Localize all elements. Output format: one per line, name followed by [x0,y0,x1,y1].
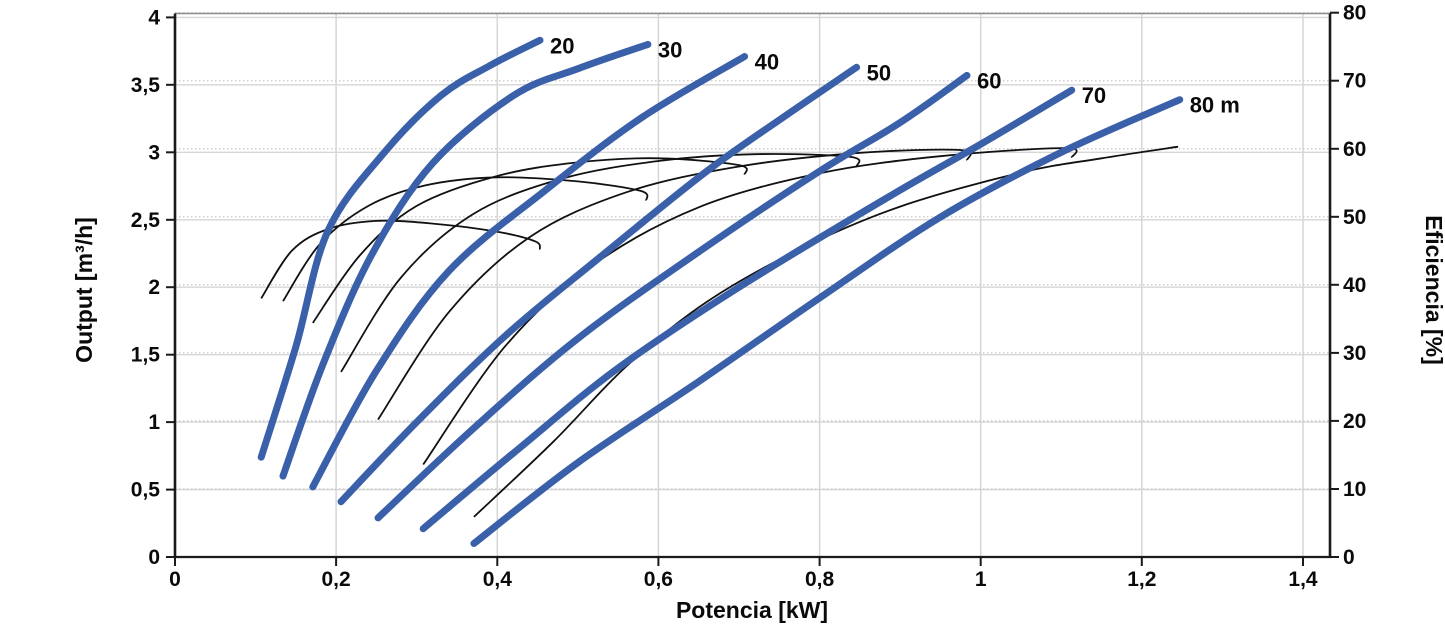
x-tick-label: 0,2 [321,568,350,591]
y-left-tick-label: 3 [148,141,160,164]
head-curves [257,36,1184,547]
y-left-tick-label: 2 [148,276,160,299]
x-tick-label: 0,8 [805,568,835,591]
head-70-curve [419,86,1076,533]
x-axis-title: Potencia [kW] [676,597,828,623]
head-60-label: 60 [977,68,1001,93]
gridlines [175,11,1330,557]
curve-labels: 20 30 40 50 60 70 80 m [550,33,1240,117]
y-left-tick-label: 0 [148,546,160,569]
y-right-tick-label: 40 [1343,274,1366,297]
y-left-tick-label: 1,5 [131,344,161,367]
head-20-curve [257,36,544,461]
head-80-label: 80 m [1190,93,1240,118]
y-left-tick-label: 2,5 [131,209,161,232]
efficiency-40-curve [312,157,748,324]
tick-labels: 0 0,2 0,4 0,6 0,8 1 1,2 1,400,511,522,533,54010… [131,2,1367,591]
head-80-curve [470,96,1184,547]
y-right-tick-label: 80 [1343,2,1366,25]
y-left-tick-label: 0,5 [131,479,161,502]
efficiency-20-curve [260,219,541,299]
y-right-tick-label: 10 [1343,478,1366,501]
right-axis-title: Eficiencia [%] [1421,215,1445,365]
head-40-curve [309,53,749,491]
y-right-tick-label: 20 [1343,410,1366,433]
left-axis-title: Output [m³/h] [71,217,97,363]
x-tick-label: 0,4 [483,568,513,591]
x-tick-label: 1,2 [1127,568,1156,591]
axis-ticks [166,11,1339,566]
y-right-tick-label: 60 [1343,138,1366,161]
x-tick-label: 1 [975,568,987,591]
head-30-label: 30 [658,37,682,62]
x-tick-label: 0,6 [644,568,673,591]
head-70-label: 70 [1082,83,1106,108]
y-left-tick-label: 4 [148,6,160,29]
head-50-label: 50 [867,60,891,85]
efficiency-60-curve [377,148,972,421]
y-left-tick-label: 1 [148,411,160,434]
y-right-tick-label: 70 [1343,70,1366,93]
y-left-tick-label: 3,5 [131,74,161,97]
y-right-tick-label: 0 [1343,546,1355,569]
efficiency-70-curve [422,147,1078,466]
head-20-label: 20 [550,33,574,58]
y-right-tick-label: 50 [1343,206,1366,229]
head-30-curve [279,40,652,480]
head-60-curve [374,71,971,522]
x-tick-label: 0 [169,568,181,591]
y-right-tick-label: 30 [1343,342,1366,365]
efficiency-30-curve [282,176,649,302]
x-tick-label: 1,4 [1288,568,1318,591]
head-40-label: 40 [755,50,779,75]
head-50-curve [337,63,861,506]
